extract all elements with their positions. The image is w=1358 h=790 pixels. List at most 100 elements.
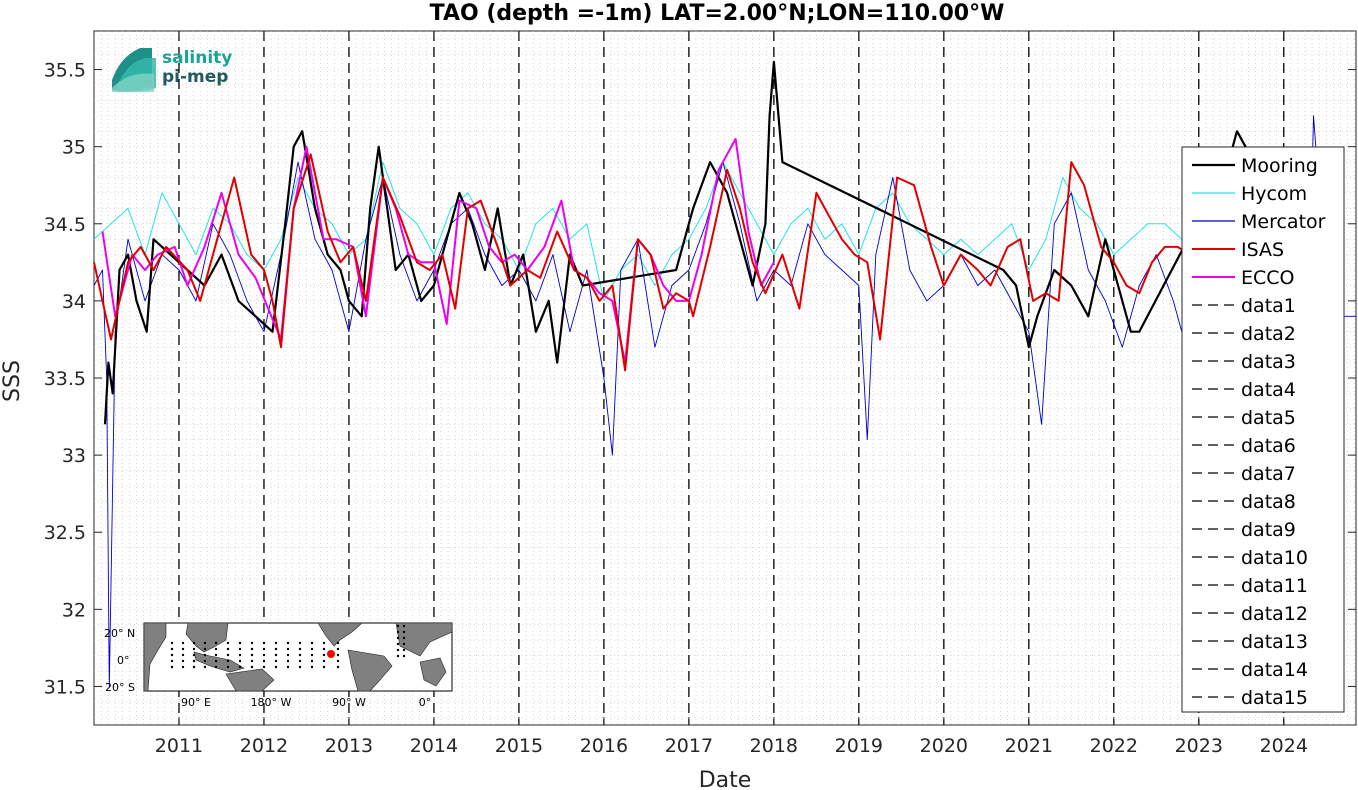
map-station-dot — [298, 659, 302, 663]
y-tick-label: 34 — [62, 291, 86, 313]
map-station-dot — [274, 641, 278, 645]
legend-label: data11 — [1241, 575, 1308, 597]
legend-label: data5 — [1241, 407, 1296, 429]
map-station-dot — [336, 641, 340, 645]
map-station-dot — [274, 659, 278, 663]
map-station-dot — [262, 641, 266, 645]
map-station-dot — [402, 630, 406, 634]
map-station-dot — [238, 665, 242, 669]
legend-label: ECCO — [1241, 267, 1295, 289]
map-station-dot — [310, 659, 314, 663]
legend-label: data3 — [1241, 351, 1296, 373]
map-station-dot — [192, 653, 196, 657]
map-station-dot — [214, 641, 218, 645]
map-station-dot — [286, 659, 290, 663]
map-station-dot — [298, 665, 302, 669]
legend-label: data14 — [1241, 659, 1308, 681]
map-station-dot — [226, 647, 230, 651]
x-tick-label: 2022 — [1090, 735, 1138, 757]
x-tick-label: 2018 — [750, 735, 798, 757]
logo-wave-icon — [112, 48, 156, 92]
y-tick-label: 32 — [62, 599, 86, 621]
map-station-dot — [226, 659, 230, 663]
tick-layer: 31.5 32 32.5 33 33.5 34 34.5 35 35.5 2011 2012 2013… — [44, 31, 1356, 757]
y-tick-label: 33.5 — [44, 368, 86, 390]
legend-label: data9 — [1241, 519, 1296, 541]
y-tick-label: 34.5 — [44, 214, 86, 236]
legend-label: data13 — [1241, 631, 1308, 653]
map-station-dot — [310, 641, 314, 645]
map-station-dot — [250, 647, 254, 651]
legend-label: ISAS — [1241, 239, 1284, 261]
map-station-dot — [322, 659, 326, 663]
x-tick-label: 2017 — [665, 735, 713, 757]
x-tick-label: 2013 — [325, 735, 373, 757]
map-station-dot — [286, 647, 290, 651]
map-station-dot — [336, 647, 340, 651]
chart-title: TAO (depth =-1m) LAT=2.00°N;LON=110.00°W — [430, 1, 1005, 26]
map-station-dot — [181, 641, 185, 645]
map-station-dot — [238, 641, 242, 645]
selected-station-marker — [327, 650, 335, 658]
map-station-dot — [298, 647, 302, 651]
map-station-dot — [192, 641, 196, 645]
map-station-dot — [203, 659, 207, 663]
x-tick-label: 2024 — [1260, 735, 1308, 757]
map-station-dot — [170, 641, 174, 645]
legend: Mooring Hycom Mercator ISAS ECCO data1 data2 da… — [1181, 146, 1345, 713]
legend-label: data8 — [1241, 491, 1296, 513]
series-line-isas — [93, 153, 1191, 372]
map-station-dot — [396, 636, 400, 640]
legend-label: data15 — [1241, 687, 1308, 709]
salinity-pi-mep-logo: salinity pi-mep — [112, 48, 232, 92]
x-tick-label: 2016 — [580, 735, 628, 757]
map-station-dot — [396, 654, 400, 658]
map-station-dot — [181, 647, 185, 651]
map-landmasses — [143, 622, 453, 692]
map-station-dot — [214, 665, 218, 669]
map-station-dot — [262, 647, 266, 651]
map-station-dot — [286, 653, 290, 657]
legend-box — [1181, 146, 1345, 713]
x-tick-label: 2011 — [155, 735, 203, 757]
map-station-dot — [402, 624, 406, 628]
map-station-dot — [226, 641, 230, 645]
map-lat-tick-20n: 20° N — [104, 627, 135, 640]
map-station-dot — [238, 653, 242, 657]
map-station-dot — [396, 630, 400, 634]
map-station-dot — [286, 641, 290, 645]
map-station-dot — [181, 653, 185, 657]
map-station-dot — [250, 665, 254, 669]
map-station-dot — [322, 641, 326, 645]
map-station-dot — [402, 654, 406, 658]
x-tick-label: 2023 — [1175, 735, 1223, 757]
map-station-dot — [336, 665, 340, 669]
map-station-dot — [396, 624, 400, 628]
map-station-dot — [226, 665, 230, 669]
y-tick-label: 32.5 — [44, 522, 86, 544]
map-station-dot — [226, 653, 230, 657]
x-tick-label: 2015 — [495, 735, 543, 757]
map-station-dot — [170, 647, 174, 651]
y-tick-label: 33 — [62, 445, 86, 467]
map-station-dot — [238, 647, 242, 651]
map-station-dot — [262, 659, 266, 663]
legend-label: data4 — [1241, 379, 1296, 401]
map-lat-tick-20s: 20° S — [105, 681, 135, 694]
x-tick-label: 2021 — [1005, 735, 1053, 757]
map-station-dot — [298, 653, 302, 657]
map-station-dot — [203, 653, 207, 657]
y-tick-label: 31.5 — [44, 676, 86, 698]
map-station-dot — [262, 665, 266, 669]
map-station-dot — [214, 647, 218, 651]
x-tick-label: 2019 — [835, 735, 883, 757]
series-line-hycom — [93, 161, 1183, 302]
map-station-dot — [298, 641, 302, 645]
map-lon-tick-90w: 90° W — [332, 696, 366, 709]
map-lon-tick-180w: 180° W — [251, 696, 292, 709]
legend-label: Hycom — [1241, 183, 1307, 205]
y-tick-label: 35.5 — [44, 60, 86, 82]
map-lon-tick-0: 0° — [419, 696, 432, 709]
legend-label: data6 — [1241, 435, 1296, 457]
